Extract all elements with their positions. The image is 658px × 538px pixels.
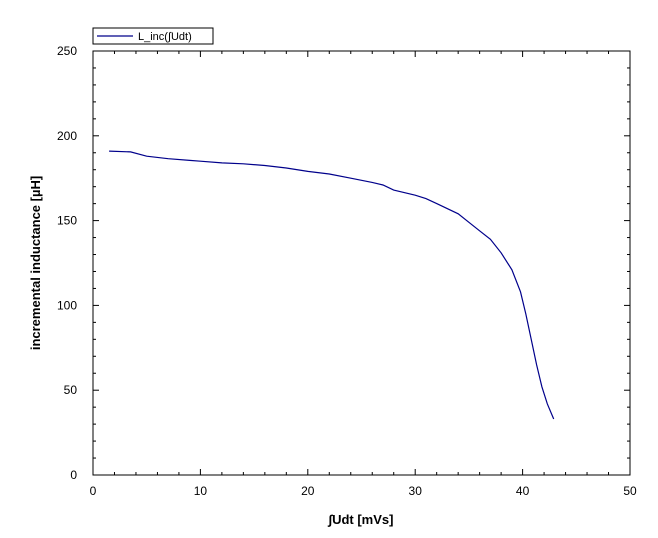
series-layer — [109, 150, 555, 420]
legend-label: L_inc(∫Udt) — [138, 31, 192, 43]
y-tick-label: 0 — [70, 468, 77, 482]
x-tick-label: 20 — [301, 484, 315, 498]
y-tick-label: 200 — [57, 129, 77, 143]
x-axis-ticks: 0 10 20 30 40 50 — [90, 51, 637, 498]
series-line — [109, 150, 555, 420]
x-tick-label: 30 — [409, 484, 423, 498]
y-tick-label: 150 — [57, 214, 77, 228]
x-tick-label: 50 — [623, 484, 637, 498]
x-tick-label: 0 — [90, 484, 97, 498]
y-axis-ticks: 0 50 100 150 200 250 — [57, 44, 630, 482]
legend: L_inc(∫Udt) — [92, 27, 214, 45]
y-tick-label: 100 — [57, 298, 77, 312]
y-tick-label: 50 — [64, 383, 78, 397]
x-tick-label: 40 — [516, 484, 530, 498]
plot-area — [92, 50, 631, 476]
x-axis-title: ∫Udt [mVs] — [328, 512, 394, 527]
y-axis-title: incremental inductance [µH] — [28, 176, 43, 350]
legend-box — [92, 27, 214, 45]
minor-ticks — [93, 51, 630, 475]
x-tick-label: 10 — [194, 484, 208, 498]
y-tick-label: 250 — [57, 44, 77, 58]
